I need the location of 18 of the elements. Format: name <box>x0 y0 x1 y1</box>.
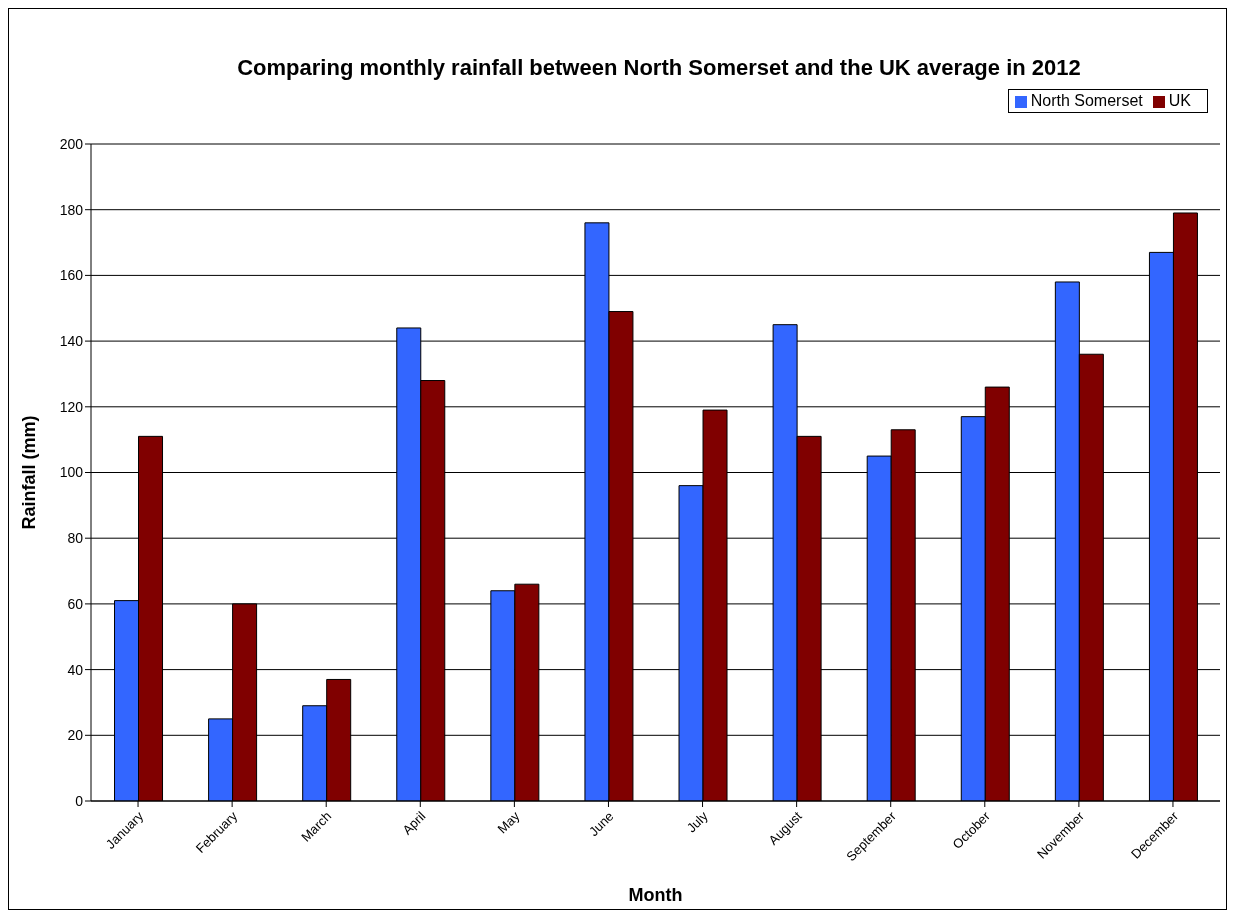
x-axis-title: Month <box>628 885 683 905</box>
legend-label: North Somerset <box>1030 92 1143 109</box>
y-tick-label: 160 <box>59 267 84 284</box>
y-tick-label: 100 <box>59 464 84 481</box>
legend-label: UK <box>1168 92 1191 109</box>
y-axis-title: Rainfall (mm) <box>19 415 40 530</box>
y-tick-label: 0 <box>75 792 84 809</box>
y-tick-label: 200 <box>59 135 84 152</box>
y-tick-label: 120 <box>59 398 84 415</box>
x-tick-label: May <box>494 808 523 837</box>
y-tick-label: 60 <box>67 595 84 612</box>
y-tick-label: 20 <box>67 727 84 744</box>
chart-title: Comparing monthly rainfall between North Somerset and the UK average in 2012 <box>236 54 1082 82</box>
y-tick-label: 40 <box>67 661 84 678</box>
y-tick-label: 140 <box>59 333 84 350</box>
x-tick-label: July <box>683 808 712 836</box>
y-tick-label: 80 <box>67 530 84 547</box>
y-tick-label: 180 <box>59 201 84 218</box>
